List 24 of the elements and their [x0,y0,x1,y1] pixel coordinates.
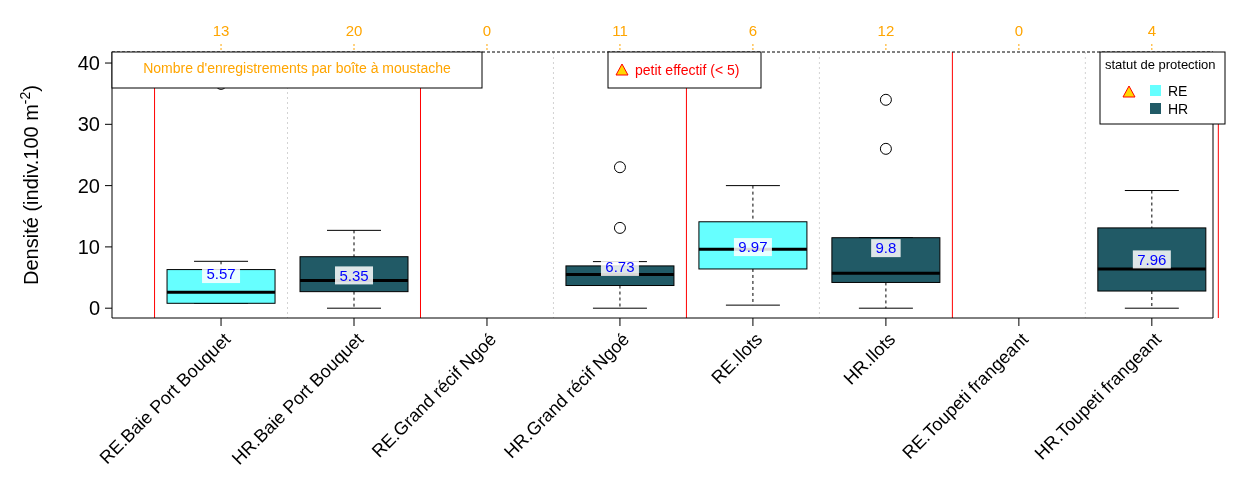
y-tick-label: 20 [77,174,100,197]
text: 11 [612,22,628,39]
y-tick-label: 40 [77,52,100,75]
annotation: 7.96 [1137,250,1167,268]
y-tick-label: 10 [77,235,100,258]
annotation: Nombre d'enregistrements par boîte à moustache [143,60,452,76]
annotation: 5.57 [206,265,236,283]
text: 12 [877,22,895,39]
legend-title: statut de protection [1105,57,1216,72]
y-tick-label: 30 [77,113,100,136]
annotation: 5.35 [339,266,369,284]
text: 13 [212,22,230,39]
text: 6 [748,22,758,39]
y-tick-label: 0 [88,297,100,320]
text: 0 [482,22,492,39]
text: 0 [1014,22,1024,39]
annotation: 6.73 [605,258,635,276]
legend-label: RE [1168,82,1188,99]
annotation: 9.97 [738,238,768,256]
text: 4 [1147,22,1157,39]
annotation: 9.8 [875,239,897,257]
legend-label: HR [1168,100,1189,117]
text: 20 [345,22,363,39]
annotation: petit effectif (< 5) [635,61,740,78]
